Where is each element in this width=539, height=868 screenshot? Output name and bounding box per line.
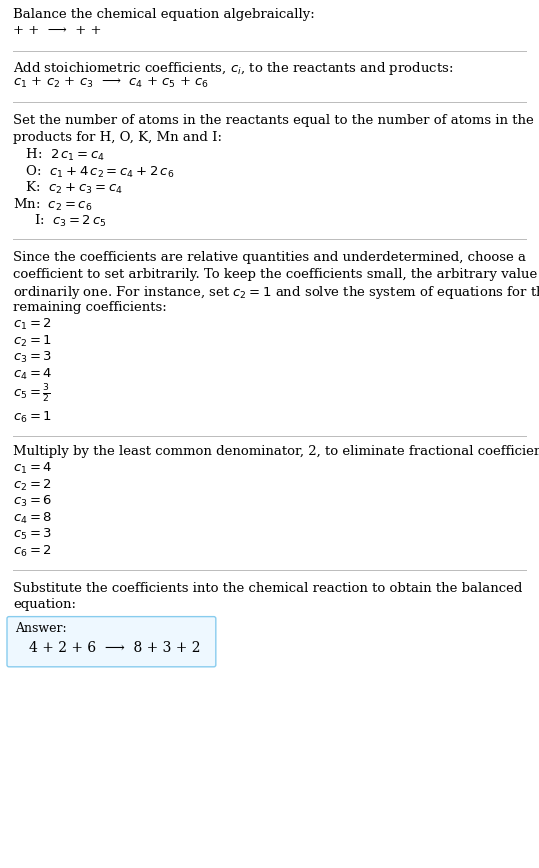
Text: $c_1$ + $c_2$ + $c_3$  ⟶  $c_4$ + $c_5$ + $c_6$: $c_1$ + $c_2$ + $c_3$ ⟶ $c_4$ + $c_5$ + … [13, 76, 209, 90]
Text: $c_4 = 8$: $c_4 = 8$ [13, 510, 52, 526]
Text: ordinarily one. For instance, set $c_2 = 1$ and solve the system of equations fo: ordinarily one. For instance, set $c_2 =… [13, 284, 539, 301]
Text: $c_3 = 3$: $c_3 = 3$ [13, 350, 52, 365]
Text: Balance the chemical equation algebraically:: Balance the chemical equation algebraica… [13, 8, 315, 21]
Text: $c_2 = 2$: $c_2 = 2$ [13, 477, 52, 493]
Text: Set the number of atoms in the reactants equal to the number of atoms in the: Set the number of atoms in the reactants… [13, 114, 534, 127]
Text: H:  $2\,c_1 = c_4$: H: $2\,c_1 = c_4$ [13, 147, 105, 163]
Text: I:  $c_3 = 2\,c_5$: I: $c_3 = 2\,c_5$ [13, 213, 107, 229]
Text: $c_6 = 1$: $c_6 = 1$ [13, 410, 52, 424]
Text: $c_6 = 2$: $c_6 = 2$ [13, 543, 52, 559]
Text: Add stoichiometric coefficients, $c_i$, to the reactants and products:: Add stoichiometric coefficients, $c_i$, … [13, 60, 453, 76]
Text: $c_5 = 3$: $c_5 = 3$ [13, 527, 52, 542]
Text: $c_1 = 2$: $c_1 = 2$ [13, 317, 52, 332]
Text: $c_3 = 6$: $c_3 = 6$ [13, 494, 52, 510]
Text: Multiply by the least common denominator, 2, to eliminate fractional coefficient: Multiply by the least common denominator… [13, 444, 539, 457]
Text: 4 + 2 + 6  ⟶  8 + 3 + 2: 4 + 2 + 6 ⟶ 8 + 3 + 2 [29, 641, 201, 655]
Text: K:  $c_2 + c_3 = c_4$: K: $c_2 + c_3 = c_4$ [13, 180, 123, 196]
Text: remaining coefficients:: remaining coefficients: [13, 300, 167, 313]
Text: $c_2 = 1$: $c_2 = 1$ [13, 333, 52, 349]
Text: Since the coefficients are relative quantities and underdetermined, choose a: Since the coefficients are relative quan… [13, 251, 526, 264]
Text: Mn:  $c_2 = c_6$: Mn: $c_2 = c_6$ [13, 196, 92, 213]
Text: Substitute the coefficients into the chemical reaction to obtain the balanced: Substitute the coefficients into the che… [13, 582, 522, 595]
Text: Answer:: Answer: [15, 621, 67, 635]
Text: $c_1 = 4$: $c_1 = 4$ [13, 461, 52, 477]
Text: products for H, O, K, Mn and I:: products for H, O, K, Mn and I: [13, 130, 222, 143]
Text: $c_5 = \frac{3}{2}$: $c_5 = \frac{3}{2}$ [13, 383, 51, 405]
Text: $c_4 = 4$: $c_4 = 4$ [13, 366, 52, 382]
Text: coefficient to set arbitrarily. To keep the coefficients small, the arbitrary va: coefficient to set arbitrarily. To keep … [13, 267, 539, 280]
Text: + +  ⟶  + +: + + ⟶ + + [13, 24, 101, 37]
Text: O:  $c_1 + 4\,c_2 = c_4 + 2\,c_6$: O: $c_1 + 4\,c_2 = c_4 + 2\,c_6$ [13, 163, 175, 180]
Text: equation:: equation: [13, 598, 76, 611]
FancyBboxPatch shape [7, 616, 216, 667]
